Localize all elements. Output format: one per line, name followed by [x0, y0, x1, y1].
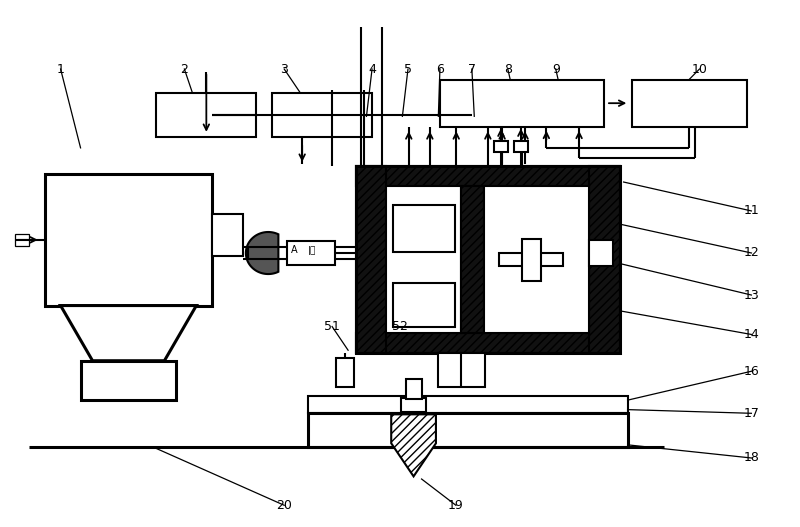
Bar — [406, 378, 422, 398]
Bar — [157, 93, 256, 138]
Text: 12: 12 — [743, 247, 759, 259]
Text: |向: |向 — [308, 247, 317, 256]
Text: 17: 17 — [743, 407, 759, 420]
Bar — [401, 397, 426, 412]
Text: 20: 20 — [276, 499, 292, 512]
Text: 5: 5 — [404, 63, 412, 75]
Bar — [272, 93, 372, 138]
Bar — [393, 206, 455, 252]
Bar — [386, 186, 462, 333]
Text: 9: 9 — [552, 63, 560, 75]
Text: 52: 52 — [392, 320, 408, 333]
Text: 11: 11 — [743, 204, 759, 218]
Text: 7: 7 — [468, 63, 476, 75]
Bar — [356, 166, 620, 186]
Bar — [356, 333, 620, 353]
Text: A: A — [291, 245, 298, 255]
Bar — [462, 186, 484, 333]
Bar — [286, 241, 334, 265]
Bar — [590, 166, 620, 353]
Polygon shape — [61, 306, 196, 361]
Bar — [440, 80, 604, 127]
Bar — [212, 213, 242, 256]
Bar — [45, 174, 212, 306]
Text: 13: 13 — [743, 289, 759, 301]
Text: 10: 10 — [691, 63, 707, 75]
Text: 14: 14 — [743, 328, 759, 341]
Bar — [15, 233, 30, 246]
Bar — [522, 239, 541, 280]
Bar — [308, 396, 628, 413]
Text: 19: 19 — [448, 499, 464, 512]
Bar — [631, 80, 747, 127]
Text: 51: 51 — [324, 320, 340, 333]
Text: 8: 8 — [504, 63, 512, 75]
Bar — [356, 166, 386, 353]
Bar — [499, 253, 563, 266]
Polygon shape — [246, 232, 278, 274]
Text: 4: 4 — [368, 63, 376, 75]
Text: 3: 3 — [280, 63, 288, 75]
Bar — [514, 141, 528, 152]
Bar — [393, 282, 455, 327]
Text: 1: 1 — [57, 63, 65, 75]
Bar — [438, 353, 486, 387]
Text: 6: 6 — [436, 63, 444, 75]
Bar — [356, 166, 620, 353]
Polygon shape — [391, 414, 436, 476]
Bar — [484, 186, 590, 333]
Bar — [308, 413, 628, 447]
Bar — [336, 358, 354, 387]
Text: 16: 16 — [743, 365, 759, 378]
Text: 18: 18 — [743, 452, 759, 464]
Bar — [494, 141, 508, 152]
Bar — [590, 240, 614, 266]
Bar — [81, 361, 176, 400]
Text: 2: 2 — [181, 63, 188, 75]
